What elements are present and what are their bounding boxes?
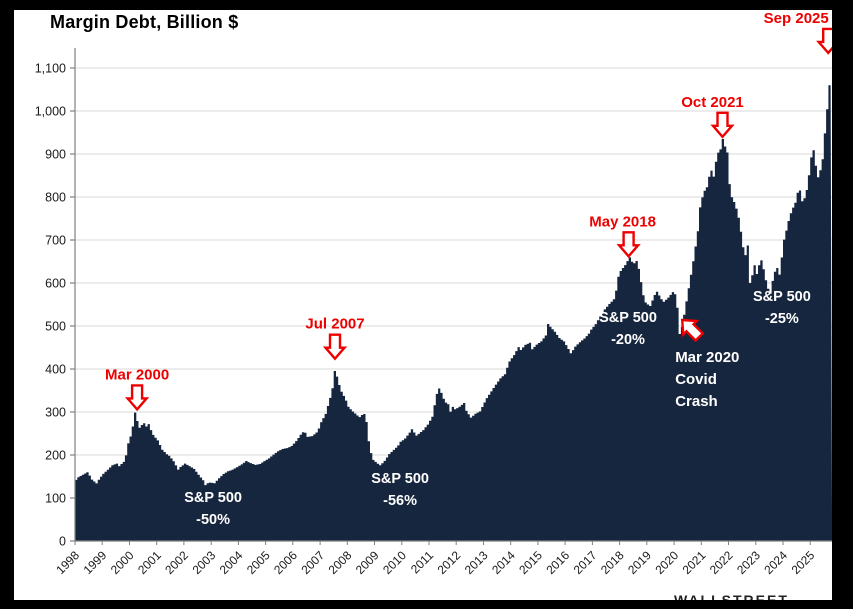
margin-debt-area	[75, 85, 832, 541]
x-tick-label: 2001	[135, 548, 164, 577]
x-tick-label: 2017	[571, 548, 600, 577]
x-tick-label: 2024	[761, 548, 790, 577]
watermark-text: WALLSTREET	[674, 592, 789, 600]
peak-arrow-icon-oct-2021	[710, 111, 735, 139]
chart-panel: Margin Debt, Billion $ 0 100 200 300 400 500 6…	[14, 10, 832, 600]
peak-arrow-icon-jul-2007	[322, 333, 348, 361]
peak-arrow-icon-sep-2025	[816, 27, 832, 55]
x-tick-label: 2011	[408, 548, 436, 576]
y-tick-label: 800	[45, 191, 66, 205]
drawdown-note: S&P 500 -20%	[599, 310, 657, 348]
y-tick-label: 400	[45, 363, 66, 377]
x-tick-label: 2012	[435, 548, 464, 577]
chart-title: Margin Debt, Billion $	[50, 12, 239, 32]
drawdown-note: S&P 500 -25%	[753, 289, 811, 327]
x-tick-label: 2005	[244, 548, 273, 577]
peak-arrow-icon-may-2018	[616, 231, 641, 259]
peak-label-sep-2025: Sep 2025	[764, 10, 829, 27]
x-tick-label: 2013	[462, 548, 491, 577]
x-tick-label: 2010	[380, 548, 409, 577]
peak-label-oct-2021: Oct 2021	[681, 94, 744, 111]
x-tick-label: 2025	[789, 548, 818, 577]
margin-debt-chart: 0 100 200 300 400 500 600 700 800 900 1,000 1,100 19…	[35, 10, 832, 577]
x-tick-label: 2021	[680, 548, 709, 577]
x-tick-label: 2008	[326, 548, 355, 577]
covid-note: Mar 2020 Covid Crash	[675, 349, 739, 410]
drawdown-note: S&P 500 -56%	[371, 471, 429, 509]
x-tick-label: 2002	[162, 548, 191, 577]
x-tick-label: 2015	[516, 548, 545, 577]
covid-arrow-icon	[680, 318, 705, 343]
x-tick-label: 2016	[543, 548, 572, 577]
gridlines	[75, 67, 832, 499]
peak-label-may-2018: May 2018	[589, 213, 656, 230]
x-tick-label: 1999	[81, 548, 110, 577]
x-tick-label: 2006	[271, 548, 300, 577]
x-tick-label: 2000	[108, 548, 137, 577]
x-tick-label: 2020	[652, 548, 681, 577]
x-tick-label: 2004	[217, 548, 246, 577]
y-tick-label: 900	[45, 148, 66, 162]
x-tick-label: 2022	[707, 548, 736, 577]
watermark: WALLSTREET	[674, 592, 832, 600]
peak-label-jul-2007: Jul 2007	[305, 316, 364, 333]
y-tick-label: 700	[45, 234, 66, 248]
peak-label-mar-2000: Mar 2000	[105, 366, 169, 383]
x-tick-label: 2018	[598, 548, 627, 577]
y-tick-label: 200	[45, 449, 66, 463]
x-tick-label: 1998	[53, 548, 82, 577]
x-tick-label: 2009	[353, 548, 382, 577]
x-tick-label: 2023	[734, 548, 763, 577]
x-tick-label: 2014	[489, 548, 518, 577]
x-tick-label: 2007	[298, 548, 327, 577]
x-tick-label: 2003	[190, 548, 219, 577]
x-tick-label: 2019	[625, 548, 654, 577]
y-tick-label: 1,000	[35, 105, 66, 119]
y-tick-label: 1,100	[35, 62, 66, 76]
y-tick-label: 0	[59, 535, 66, 549]
y-tick-label: 600	[45, 277, 66, 291]
drawdown-note: S&P 500 -50%	[184, 490, 242, 528]
y-tick-label: 500	[45, 320, 66, 334]
peak-arrow-icon-mar-2000	[124, 384, 150, 412]
y-tick-label: 100	[45, 492, 66, 506]
y-tick-label: 300	[45, 406, 66, 420]
